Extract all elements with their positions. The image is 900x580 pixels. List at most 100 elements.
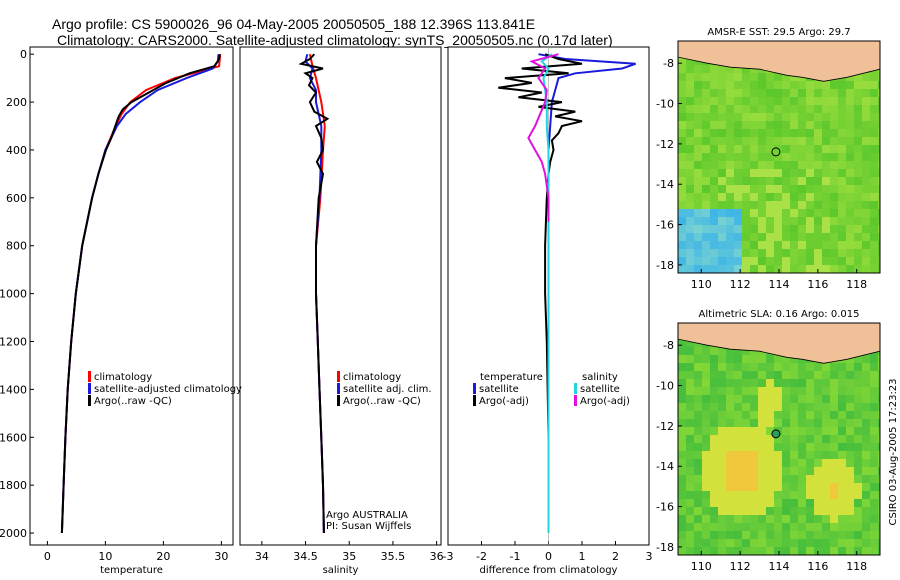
field-cell xyxy=(774,363,783,372)
field-cell xyxy=(686,201,695,210)
field-cell xyxy=(830,265,839,274)
field-cell xyxy=(774,443,783,452)
field-cell xyxy=(878,523,881,532)
field-cell xyxy=(846,145,855,154)
field-cell xyxy=(702,225,711,234)
field-cell xyxy=(718,531,727,540)
field-cell xyxy=(830,371,839,380)
field-cell xyxy=(686,97,695,106)
field-cell xyxy=(790,73,799,82)
salinity-xlabel: salinity xyxy=(323,565,359,576)
field-cell xyxy=(702,185,711,194)
field-cell xyxy=(686,451,695,460)
field-cell xyxy=(694,515,703,524)
field-cell xyxy=(806,201,815,210)
field-cell xyxy=(678,547,687,556)
field-cell xyxy=(710,379,719,388)
field-cell xyxy=(694,241,703,250)
field-cell xyxy=(678,491,687,500)
field-cell xyxy=(686,371,695,380)
legend-difference: temperaturesatelliteArgo(-adj)salinitysa… xyxy=(473,372,630,407)
field-cell xyxy=(854,201,863,210)
field-cell xyxy=(854,371,863,380)
field-cell xyxy=(702,363,711,372)
field-cell xyxy=(694,113,703,122)
field-cell xyxy=(678,233,687,242)
field-cell xyxy=(766,451,775,460)
field-cell xyxy=(862,451,871,460)
field-cell xyxy=(862,81,871,90)
field-cell xyxy=(798,201,807,210)
field-cell xyxy=(710,547,719,556)
field-cell xyxy=(854,403,863,412)
field-cell xyxy=(718,65,727,74)
field-cell xyxy=(790,81,799,90)
field-cell xyxy=(718,137,727,146)
field-cell xyxy=(734,371,743,380)
field-cell xyxy=(686,153,695,162)
field-cell xyxy=(790,531,799,540)
field-cell xyxy=(830,499,839,508)
field-cell xyxy=(798,249,807,258)
field-cell xyxy=(838,467,847,476)
field-cell xyxy=(742,249,751,258)
field-cell xyxy=(766,161,775,170)
field-cell xyxy=(846,523,855,532)
field-cell xyxy=(734,515,743,524)
field-cell xyxy=(878,81,881,90)
field-cell xyxy=(726,411,735,420)
field-cell xyxy=(774,209,783,218)
field-cell xyxy=(718,241,727,250)
field-cell xyxy=(798,459,807,468)
field-cell xyxy=(702,539,711,548)
field-cell xyxy=(774,547,783,556)
field-cell xyxy=(846,97,855,106)
field-cell xyxy=(750,475,759,484)
field-cell xyxy=(686,89,695,98)
field-cell xyxy=(758,129,767,138)
field-cell xyxy=(798,169,807,178)
field-cell xyxy=(870,73,879,82)
field-cell xyxy=(878,169,881,178)
field-cell xyxy=(870,121,879,130)
field-cell xyxy=(862,73,871,82)
field-cell xyxy=(734,347,743,356)
field-cell xyxy=(766,483,775,492)
x-tick-label: 20 xyxy=(156,550,170,563)
field-cell xyxy=(678,387,687,396)
field-cell xyxy=(790,97,799,106)
field-cell xyxy=(774,257,783,266)
field-cell xyxy=(686,387,695,396)
field-cell xyxy=(838,547,847,556)
x-tick-label: 1 xyxy=(579,550,586,563)
field-cell xyxy=(726,435,735,444)
field-cell xyxy=(782,161,791,170)
field-cell xyxy=(822,507,831,516)
field-cell xyxy=(750,129,759,138)
field-cell xyxy=(830,121,839,130)
field-cell xyxy=(830,105,839,114)
field-cell xyxy=(806,451,815,460)
field-cell xyxy=(774,169,783,178)
field-cell xyxy=(846,217,855,226)
field-cell xyxy=(822,113,831,122)
field-cell xyxy=(718,411,727,420)
field-cell xyxy=(838,443,847,452)
field-cell xyxy=(854,225,863,234)
field-cell xyxy=(806,225,815,234)
field-cell xyxy=(742,169,751,178)
field-cell xyxy=(838,483,847,492)
field-cell xyxy=(798,105,807,114)
field-cell xyxy=(870,169,879,178)
field-cell xyxy=(798,121,807,130)
field-cell xyxy=(718,483,727,492)
field-cell xyxy=(846,161,855,170)
field-cell xyxy=(678,403,687,412)
field-cell xyxy=(734,403,743,412)
field-cell xyxy=(790,177,799,186)
field-cell xyxy=(782,241,791,250)
field-cell xyxy=(750,145,759,154)
field-cell xyxy=(814,467,823,476)
field-cell xyxy=(702,233,711,242)
